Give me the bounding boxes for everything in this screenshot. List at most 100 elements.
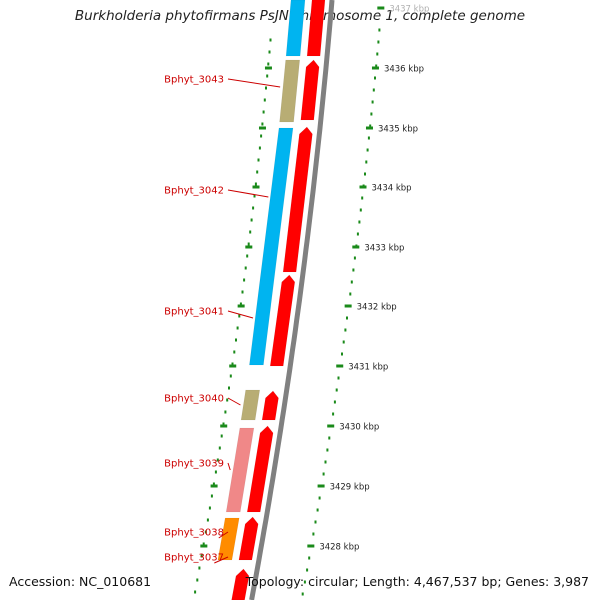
inner-tick-mark xyxy=(220,434,223,438)
inner-tick-mark xyxy=(206,518,209,522)
outer-tick-mark xyxy=(358,220,361,224)
outer-tick-mark xyxy=(353,256,356,260)
inner-tick-mark xyxy=(200,554,203,558)
inner-tick-mark xyxy=(267,62,270,66)
inner-tick-mark xyxy=(268,50,271,54)
outer-tick-mark xyxy=(341,352,343,356)
reverse-gene-block xyxy=(225,427,255,513)
outer-tick-mark xyxy=(324,460,327,464)
outer-tick-mark xyxy=(342,340,345,344)
inner-tick-mark xyxy=(214,470,217,474)
gene-label-leader xyxy=(227,310,254,319)
labels-layer: 3437 kbp 3436 kbp 3435 kbp 3434 kbp 3433 kbp… xyxy=(164,5,429,564)
tick-label: 3433 kbp xyxy=(364,244,404,254)
gene-label: Bphyt_3037 xyxy=(164,553,224,564)
outer-tick-mark xyxy=(332,412,335,416)
inner-tick-mark xyxy=(265,86,267,90)
outer-tick-mark xyxy=(308,556,311,560)
outer-tick-mark xyxy=(367,136,370,140)
backbone-line xyxy=(249,0,335,600)
tick-label: 3429 kbp xyxy=(330,483,370,493)
reverse-gene-block xyxy=(217,517,240,561)
outer-tick-mark xyxy=(365,160,368,164)
forward-gene-arrow xyxy=(238,516,259,561)
forward-gene-arrow xyxy=(261,390,279,421)
gene-label-leader xyxy=(227,78,281,88)
reverse-gene-block xyxy=(240,389,261,421)
inner-tick-mark xyxy=(210,494,213,498)
inner-tick-mark xyxy=(253,194,256,198)
inner-tick-mark xyxy=(260,134,263,138)
outer-tick-mark xyxy=(371,100,374,104)
outer-tick-mark xyxy=(346,316,348,320)
inner-tick-mark xyxy=(233,350,236,354)
gene-label-leader xyxy=(218,531,229,539)
inner-tick-mark xyxy=(250,218,253,222)
inner-tick-mark xyxy=(218,446,221,450)
forward-gene-arrow xyxy=(306,0,326,57)
inner-tick-mark xyxy=(239,302,242,306)
gene-label-leader xyxy=(227,397,241,406)
inner-tick-mark xyxy=(262,110,265,114)
outer-tick-mark xyxy=(372,88,375,92)
inner-tick-mark xyxy=(222,422,225,426)
reverse-gene-block xyxy=(249,127,294,366)
outer-tick-mark xyxy=(301,592,304,596)
inner-tick-mark xyxy=(244,266,247,270)
tick-label: 3431 kbp xyxy=(348,363,388,373)
inner-tick-mark xyxy=(258,146,261,150)
reverse-gene-block xyxy=(279,59,301,123)
gene-label: Bphyt_3041 xyxy=(164,307,224,318)
inner-tick-mark xyxy=(241,290,244,294)
inner-tick-mark xyxy=(204,530,207,534)
outer-tick-mark xyxy=(326,448,329,452)
gene-label-leader xyxy=(227,462,231,471)
outer-tick-mark xyxy=(374,76,376,80)
inner-tick-mark xyxy=(249,230,252,234)
inner-tick-mark xyxy=(224,410,227,414)
gene-label: Bphyt_3043 xyxy=(164,75,224,86)
inner-tick-mark xyxy=(257,158,260,162)
inner-tick-mark xyxy=(226,398,229,402)
outer-tick-mark xyxy=(350,280,353,284)
inner-tick-mark xyxy=(196,578,199,582)
outer-tick-mark xyxy=(314,520,317,524)
genome-summary-text: Topology: circular; Length: 4,467,537 bp… xyxy=(245,574,589,589)
outer-tick-mark xyxy=(369,124,372,128)
accession-text: Accession: NC_010681 xyxy=(9,574,152,589)
gene-label-leader xyxy=(214,556,229,564)
inner-tick-mark xyxy=(246,254,249,258)
outer-tick-mark xyxy=(344,328,347,332)
outer-tick-mark xyxy=(378,28,381,32)
inner-tick-mark xyxy=(266,74,269,78)
inner-tick-mark xyxy=(208,506,211,510)
tick-label: 3434 kbp xyxy=(372,184,412,194)
outer-tick-mark xyxy=(303,580,306,584)
inner-tick-mark xyxy=(229,374,232,378)
genes-layer xyxy=(217,0,326,600)
reverse-gene-block xyxy=(285,0,306,57)
outer-tick-mark xyxy=(377,40,380,44)
inner-tick-mark xyxy=(212,482,215,486)
inner-tick-mark xyxy=(269,38,272,42)
inner-tick-mark xyxy=(231,362,234,366)
inner-tick-mark xyxy=(228,386,230,390)
gene-label: Bphyt_3039 xyxy=(164,459,224,470)
backbone-layer xyxy=(249,0,335,600)
outer-tick-mark xyxy=(337,376,340,380)
outer-tick-mark xyxy=(316,508,319,512)
outer-tick-mark xyxy=(322,472,325,476)
tick-label: 3430 kbp xyxy=(339,423,379,433)
inner-tick-mark xyxy=(235,338,237,342)
outer-tick-mark xyxy=(356,232,359,236)
inner-tick-mark xyxy=(256,170,259,174)
tick-label: 3436 kbp xyxy=(384,65,424,75)
outer-tick-mark xyxy=(364,172,366,176)
tick-layer xyxy=(194,6,385,596)
outer-tick-mark xyxy=(370,112,373,116)
gene-label: Bphyt_3042 xyxy=(164,186,224,197)
inner-tick-mark xyxy=(254,182,257,186)
forward-gene-arrow xyxy=(282,126,313,273)
outer-tick-mark xyxy=(361,196,364,200)
